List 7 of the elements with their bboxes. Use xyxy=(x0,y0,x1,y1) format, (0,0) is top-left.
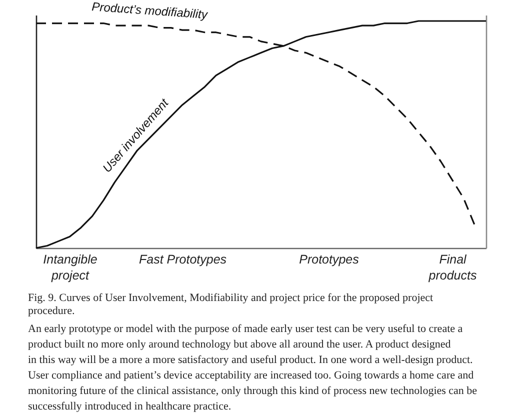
series-label: Product’s modifiability xyxy=(91,0,209,22)
x-tick-label: Intangible project xyxy=(43,252,98,282)
x-tick-label: Prototypes xyxy=(299,252,359,266)
caption: Fig. 9. Curves of User Involvement, Modifiability and project price for the proposed project procedure. xyxy=(28,292,434,317)
x-tick-label: Fast Prototypes xyxy=(138,252,227,266)
x-tick-label: Final products xyxy=(428,252,477,282)
text: An early prototype or model with the purpose of made early user test can be very useful to create a product built no more only around technology but above all around the user. A product designed in this way will be a more a more satisfactory and useful product. In one word a well-design product. User compliance and patient’s device acceptability are increased too. Going towards a home care and monitoring future of the clinical assistance, only through this kind of process new technologies can be successfully introduced in healthcare practice. xyxy=(28,323,478,412)
